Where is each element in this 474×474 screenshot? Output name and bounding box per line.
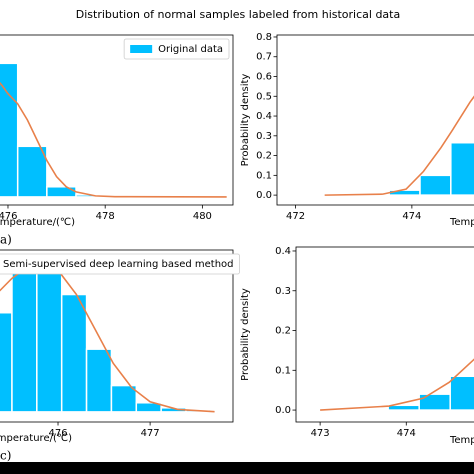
x-axis-label: Temperature/(℃)	[0, 217, 75, 228]
bar	[0, 62, 19, 198]
y-tick-label: 0.3	[275, 286, 291, 297]
legend-patch	[130, 45, 153, 53]
x-axis-label: Temperature/(℃)	[0, 433, 72, 444]
legend: Semi-supervised deep learning based meth…	[0, 253, 240, 275]
bar	[419, 174, 452, 196]
bottom-strip	[0, 462, 474, 474]
legend-label: Semi-supervised deep learning based meth…	[3, 259, 234, 270]
x-tick-label: 474	[397, 428, 416, 439]
legend: Original data	[123, 38, 230, 60]
y-axis-label: Probability density	[240, 74, 251, 167]
figure-title: Distribution of normal samples labeled f…	[76, 8, 400, 21]
x-tick-label: 476	[48, 428, 67, 439]
bar	[450, 141, 474, 196]
panel-label: a)	[0, 233, 12, 247]
bar	[46, 186, 77, 198]
bar	[418, 393, 451, 411]
plot-area	[0, 263, 215, 413]
x-tick-label: 473	[311, 428, 330, 439]
axes-frame	[0, 34, 234, 206]
legend-label: Original data	[158, 44, 223, 55]
y-tick-label: 0.1	[275, 365, 291, 376]
x-axis-label: Temperature/(℃)	[449, 435, 474, 446]
x-tick-label: 480	[193, 211, 212, 222]
x-tick-label: 476	[0, 211, 18, 222]
bar	[356, 408, 389, 411]
panel-label: c)	[0, 449, 11, 463]
y-tick-label: 0.4	[275, 246, 291, 257]
axes-frame	[276, 34, 474, 206]
y-tick-label: 0.0	[256, 190, 272, 201]
axes-frame	[0, 249, 234, 423]
y-tick-label: 0.2	[256, 151, 272, 162]
y-tick-label: 0.1	[256, 170, 272, 181]
y-tick-label: 0.5	[256, 91, 272, 102]
fit-curve	[0, 81, 227, 198]
legend-box	[0, 253, 240, 275]
bar	[0, 311, 13, 413]
legend-box	[123, 38, 230, 60]
x-tick-label: 477	[141, 428, 160, 439]
y-tick-label: 0.0	[275, 405, 291, 416]
bar	[11, 271, 38, 413]
fit-curve	[320, 358, 474, 411]
y-tick-label: 0.4	[256, 111, 272, 122]
plot-area	[0, 62, 227, 198]
y-axis-label: Probability density	[240, 288, 251, 381]
plot-area	[320, 358, 474, 411]
bar	[60, 293, 88, 413]
fit-curve	[324, 95, 474, 196]
y-tick-label: 0.3	[256, 131, 272, 142]
bar	[36, 271, 63, 413]
fit-curve	[0, 263, 215, 413]
y-tick-label: 0.8	[256, 32, 272, 43]
x-tick-label: 478	[96, 211, 115, 222]
bar	[16, 145, 48, 198]
y-tick-label: 0.6	[256, 72, 272, 83]
x-tick-label: 474	[402, 211, 421, 222]
x-axis-label: Temperature/(℃)	[449, 217, 474, 228]
bar	[449, 375, 474, 411]
bar	[85, 348, 113, 413]
y-tick-label: 0.2	[275, 326, 291, 337]
x-tick-label: 472	[286, 211, 305, 222]
plot-area	[324, 95, 474, 196]
axes-frame	[295, 246, 474, 423]
bar	[388, 189, 421, 196]
bar	[110, 384, 138, 413]
y-tick-label: 0.7	[256, 52, 272, 63]
